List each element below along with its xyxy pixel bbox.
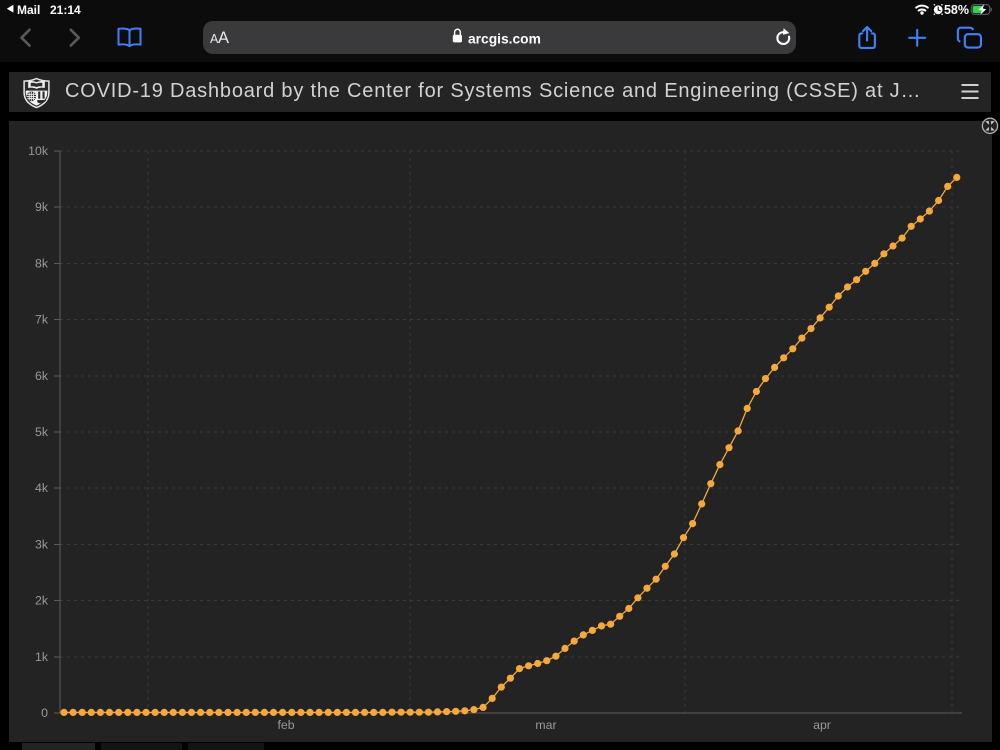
svg-text:0: 0 (41, 706, 48, 720)
svg-text:apr: apr (813, 718, 831, 732)
svg-text:5k: 5k (35, 425, 49, 439)
svg-text:8k: 8k (35, 256, 49, 270)
svg-text:A: A (218, 29, 229, 47)
svg-text:A: A (210, 32, 219, 46)
svg-text:9k: 9k (35, 200, 49, 214)
svg-text:3k: 3k (35, 537, 49, 551)
svg-text:7k: 7k (35, 313, 49, 327)
svg-text:10k: 10k (28, 144, 49, 158)
svg-text:58%: 58% (944, 3, 969, 17)
svg-text:arcgis.com: arcgis.com (468, 32, 541, 47)
svg-text:2k: 2k (35, 594, 49, 608)
svg-text:1k: 1k (35, 650, 49, 664)
svg-text:6k: 6k (35, 369, 49, 383)
svg-text:4k: 4k (35, 481, 49, 495)
svg-text:mar: mar (535, 718, 556, 732)
svg-text:feb: feb (277, 718, 294, 732)
